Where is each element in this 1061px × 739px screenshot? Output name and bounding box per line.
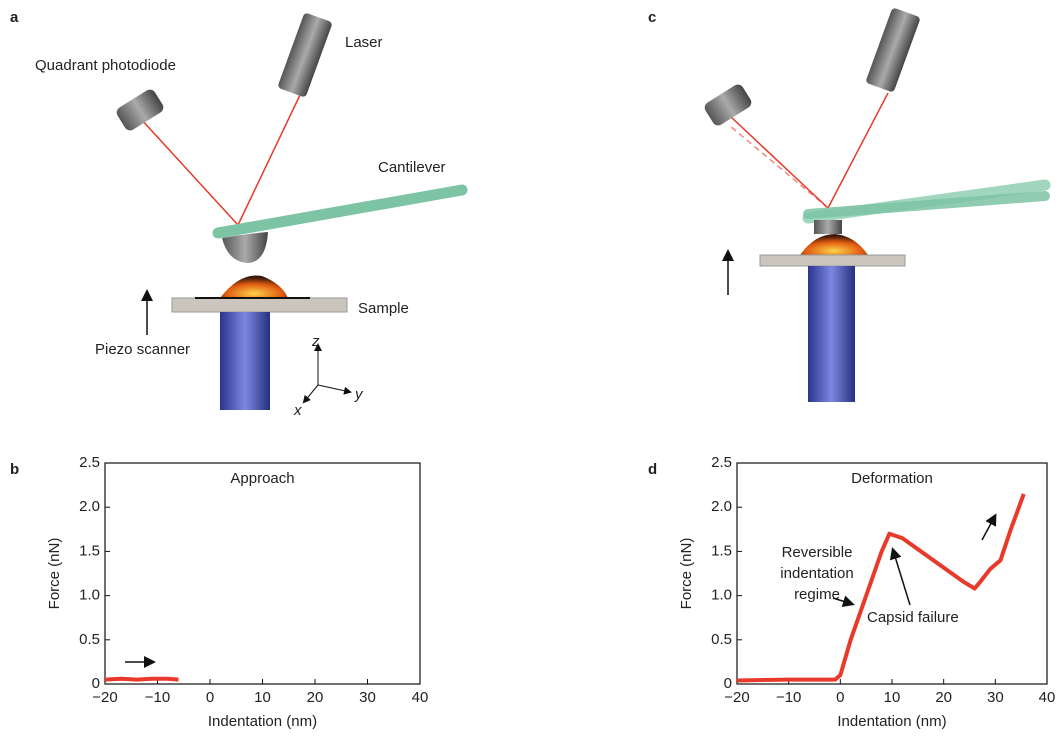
x-tick-label: 20 [307, 689, 324, 706]
x-tick-label: 40 [412, 689, 429, 706]
axis-label: x [293, 402, 302, 419]
diagram-c: c [648, 8, 1051, 402]
y-tick-label: 2.0 [711, 498, 732, 515]
annotation: regime [794, 586, 840, 603]
label: Cantilever [378, 159, 446, 176]
x-axis-label: Indentation (nm) [208, 713, 317, 730]
axis-label: z [311, 333, 320, 350]
data-line [736, 493, 1026, 683]
x-tick-label: 10 [254, 689, 271, 706]
arrow [981, 513, 997, 541]
y-tick-label: 1.5 [79, 542, 100, 559]
label: Sample [358, 300, 409, 317]
y-tick-label: 2.5 [79, 454, 100, 471]
y-tick-label: 1.0 [711, 587, 732, 604]
label: Quadrant photodiode [35, 57, 176, 74]
panel-label: b [10, 461, 19, 478]
y-tick-label: 1.0 [79, 587, 100, 604]
x-tick-label: −10 [145, 689, 170, 706]
arrow [832, 595, 855, 608]
chart-title: Deformation [851, 470, 933, 487]
chart-title: Approach [230, 470, 294, 487]
plot-frame [104, 462, 421, 685]
x-tick-label: −20 [92, 689, 117, 706]
diagram-a: a Quadrant photodiode Laser Cantilever S… [10, 9, 468, 419]
annotation: Capsid failure [867, 609, 959, 626]
y-axis-label: Force (nN) [46, 538, 63, 610]
x-tick-label: 40 [1039, 689, 1056, 706]
x-tick-label: 30 [987, 689, 1004, 706]
y-tick-label: 0.5 [711, 631, 732, 648]
x-tick-label: 20 [935, 689, 952, 706]
data-line [104, 676, 179, 682]
arrow [889, 547, 911, 606]
label: Laser [345, 34, 383, 51]
x-tick-label: 0 [206, 689, 214, 706]
x-tick-label: 10 [884, 689, 901, 706]
x-tick-label: −10 [776, 689, 801, 706]
y-tick-label: 0 [92, 675, 100, 692]
annotation: Reversible [782, 544, 853, 561]
x-tick-label: −20 [724, 689, 749, 706]
y-tick-label: 2.0 [79, 498, 100, 515]
y-axis-label: Force (nN) [678, 538, 695, 610]
panel-label: d [648, 461, 657, 478]
y-tick-label: 2.5 [711, 454, 732, 471]
x-tick-label: 30 [359, 689, 376, 706]
x-axis-label: Indentation (nm) [837, 713, 946, 730]
y-tick-label: 0.5 [79, 631, 100, 648]
label: Piezo scanner [95, 341, 190, 358]
annotation: indentation [780, 565, 853, 582]
axis-label: y [354, 386, 364, 403]
y-tick-label: 1.5 [711, 542, 732, 559]
y-tick-label: 0 [724, 675, 732, 692]
panel-label: c [648, 9, 656, 26]
x-tick-label: 0 [836, 689, 844, 706]
panel-label: a [10, 9, 19, 26]
